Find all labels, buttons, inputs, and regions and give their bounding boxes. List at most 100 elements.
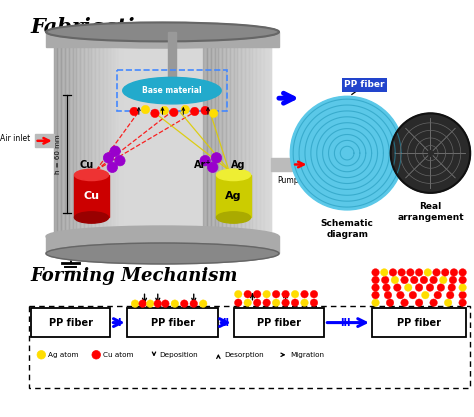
Circle shape (146, 300, 154, 307)
Bar (249, 41, 253, 246)
Bar (69, 41, 73, 246)
Circle shape (401, 299, 409, 306)
Circle shape (372, 284, 379, 291)
Circle shape (433, 269, 440, 276)
Circle shape (151, 109, 159, 118)
Circle shape (244, 299, 252, 306)
Circle shape (459, 269, 466, 276)
Circle shape (235, 299, 242, 306)
Circle shape (434, 291, 442, 299)
Circle shape (459, 299, 466, 306)
Circle shape (389, 269, 397, 276)
Circle shape (393, 284, 401, 291)
Text: Migration: Migration (290, 352, 324, 358)
Text: Desorption: Desorption (224, 352, 264, 358)
Text: Fabrication: Fabrication (31, 17, 164, 37)
Circle shape (131, 300, 139, 307)
Circle shape (254, 290, 261, 298)
Circle shape (263, 299, 271, 306)
Circle shape (450, 269, 458, 276)
Circle shape (415, 269, 423, 276)
Text: Pump: Pump (278, 176, 299, 185)
Circle shape (382, 276, 389, 284)
Bar (76, 41, 80, 246)
Bar (84, 41, 88, 246)
Circle shape (301, 299, 308, 306)
Circle shape (459, 276, 466, 284)
Bar (80, 41, 84, 246)
Circle shape (391, 113, 470, 193)
Circle shape (407, 269, 414, 276)
Circle shape (290, 96, 404, 210)
Circle shape (439, 276, 447, 284)
Bar (268, 41, 272, 246)
Circle shape (170, 108, 178, 117)
Circle shape (201, 106, 210, 115)
Circle shape (171, 300, 179, 307)
Text: Air inlet: Air inlet (0, 134, 30, 143)
Text: Ag: Ag (225, 191, 242, 201)
Text: Deposition: Deposition (160, 352, 198, 358)
Circle shape (141, 106, 150, 114)
Bar (35, 134, 54, 148)
Bar (234, 41, 237, 246)
Circle shape (449, 276, 457, 284)
Circle shape (398, 269, 405, 276)
Circle shape (430, 276, 438, 284)
Circle shape (424, 269, 432, 276)
Circle shape (210, 109, 218, 118)
Bar (128, 309, 219, 337)
Bar (203, 41, 207, 246)
Bar (207, 41, 211, 246)
Circle shape (447, 291, 454, 299)
Text: II: II (222, 318, 229, 328)
Bar (253, 41, 256, 246)
Text: Ar⁺: Ar⁺ (194, 161, 211, 171)
Text: Cu atom: Cu atom (103, 352, 133, 358)
Circle shape (191, 107, 199, 116)
Circle shape (420, 276, 428, 284)
Circle shape (310, 290, 318, 298)
Circle shape (404, 284, 412, 291)
Bar (73, 41, 76, 246)
Circle shape (459, 291, 466, 299)
Circle shape (181, 300, 188, 307)
Circle shape (430, 299, 438, 306)
Circle shape (444, 299, 452, 306)
Bar (95, 41, 99, 246)
Bar (168, 32, 176, 90)
Bar (54, 41, 272, 246)
Circle shape (310, 299, 318, 306)
Circle shape (154, 300, 162, 307)
Text: h = 60 mm: h = 60 mm (55, 134, 61, 174)
Text: Cu: Cu (83, 191, 100, 201)
Bar (237, 41, 241, 246)
Circle shape (381, 269, 388, 276)
Ellipse shape (54, 35, 272, 48)
Circle shape (415, 284, 423, 291)
Circle shape (384, 291, 392, 299)
Bar (107, 41, 110, 246)
Bar (114, 41, 118, 246)
Bar (54, 41, 57, 246)
Text: III: III (340, 318, 350, 328)
Text: Ag atom: Ag atom (48, 352, 78, 358)
Circle shape (190, 300, 198, 307)
Bar (215, 41, 219, 246)
Text: Ag: Ag (231, 160, 246, 170)
Bar (256, 41, 260, 246)
Circle shape (162, 300, 169, 307)
Circle shape (37, 351, 46, 359)
Bar (245, 41, 249, 246)
Ellipse shape (74, 169, 109, 181)
Bar (234, 309, 324, 337)
Text: Schematic
diagram: Schematic diagram (321, 219, 374, 239)
Ellipse shape (217, 212, 251, 223)
Bar (222, 41, 226, 246)
Circle shape (426, 284, 434, 291)
Bar (57, 41, 61, 246)
Circle shape (372, 291, 379, 299)
Bar (372, 309, 466, 337)
Text: Cu: Cu (80, 160, 94, 170)
Circle shape (110, 146, 120, 156)
